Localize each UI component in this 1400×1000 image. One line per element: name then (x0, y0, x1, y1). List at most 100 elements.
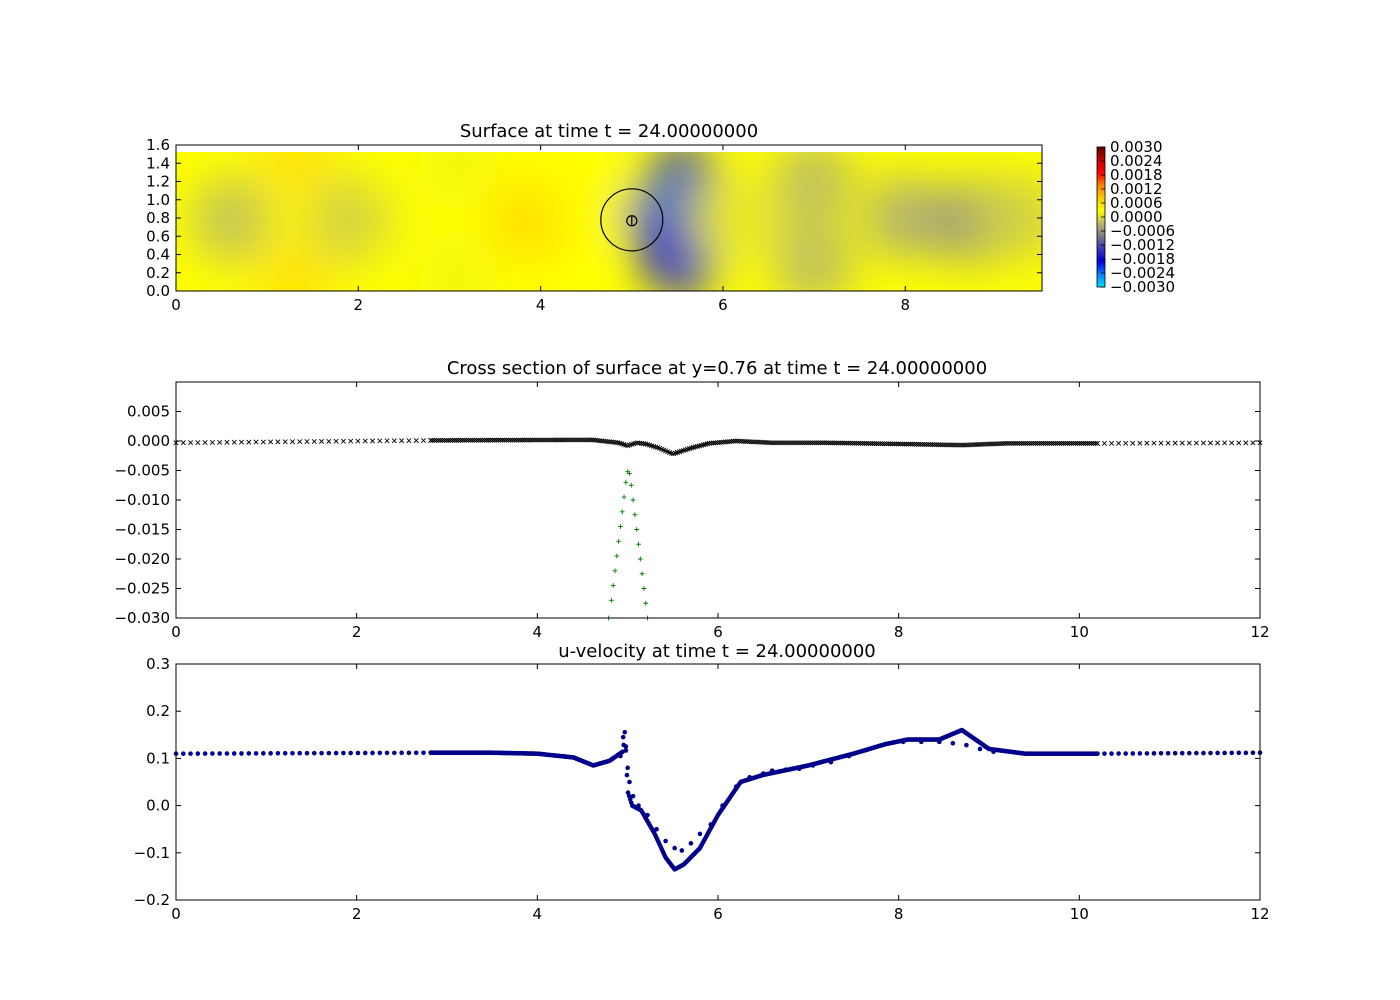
series-0-point (525, 437, 531, 443)
series-0-point (726, 439, 732, 445)
series-1-point (964, 742, 969, 748)
series-0-point (1047, 440, 1053, 446)
series-0-point (275, 439, 281, 445)
series-0-point (748, 439, 754, 445)
series-0-point (971, 442, 977, 448)
x-tick-label: 2 (352, 905, 362, 923)
series-0-point (1101, 440, 1107, 446)
series-0-point (571, 437, 577, 443)
series-0-point (489, 437, 495, 443)
series-0-point (1071, 440, 1077, 446)
series-0-point (1179, 750, 1185, 756)
y-tick-label: 0.3 (146, 655, 170, 673)
heatmap-field-blob (417, 152, 500, 207)
series-0-point (1094, 440, 1100, 446)
series-0-point (231, 751, 237, 756)
series-0-point (362, 438, 368, 444)
series-0-point (297, 439, 303, 445)
series-0-point (1029, 440, 1035, 446)
series-0-point (875, 441, 882, 447)
series-0-point (708, 440, 714, 446)
y-tick-label: 1.4 (146, 154, 170, 172)
surface-heatmap-field (176, 152, 1042, 291)
series-0-point (834, 440, 840, 446)
x-tick-label: 8 (894, 905, 904, 923)
series-0-point (1215, 750, 1220, 756)
x-tick-label: 8 (900, 296, 910, 314)
series-0-point (641, 441, 647, 447)
series-0-point (806, 440, 812, 446)
series-0-point (941, 442, 947, 448)
series-0-point (326, 750, 332, 756)
series-0-point (1109, 440, 1115, 446)
series-0-point (253, 439, 259, 445)
series-0-point (929, 442, 935, 448)
series-0-point (1229, 750, 1235, 756)
x-tick-label: 10 (1070, 623, 1089, 641)
series-0-point (959, 442, 965, 448)
series-0-point (585, 437, 591, 443)
series-0-point (384, 750, 390, 756)
series-0-point (511, 437, 517, 443)
series-0-point (491, 437, 497, 443)
probe-outline (626, 215, 638, 227)
series-0-point (877, 441, 884, 447)
series-0-point (275, 751, 281, 756)
series-0-point (561, 437, 567, 443)
series-0-point (635, 440, 641, 446)
series-0-point (947, 442, 953, 448)
series-0-point (333, 750, 339, 756)
series-0-point (519, 437, 525, 443)
series-0-point (732, 438, 738, 444)
series-0-point (1236, 440, 1242, 446)
series-0-point (1130, 751, 1136, 756)
series-0-point (513, 437, 519, 443)
series-0-point (903, 441, 909, 447)
series-0-point (1003, 440, 1009, 446)
series-0-point (1187, 750, 1192, 756)
series-0-point (1090, 440, 1096, 446)
series-0-point (746, 439, 752, 445)
series-0-point (752, 439, 758, 445)
series-0-point (462, 437, 468, 443)
series-1-point (882, 741, 888, 747)
series-0-point (1243, 440, 1249, 446)
series-1-point (810, 763, 816, 768)
series-0-point (814, 440, 820, 446)
y-tick-label: 0.000 (127, 432, 170, 450)
series-0-point (446, 437, 452, 443)
series-0-point (537, 437, 543, 443)
series-1-point (616, 538, 622, 544)
series-0-point (1123, 751, 1128, 756)
series-0-point (1137, 440, 1143, 446)
series-0-point (999, 441, 1005, 447)
series-0-point (993, 441, 999, 447)
colorbar-tick-label: 0.0012 (1110, 180, 1163, 198)
series-0-point (421, 750, 426, 756)
series-0-point (995, 441, 1001, 447)
series-0-point (637, 440, 643, 446)
series-0-point (949, 442, 955, 448)
series-0-point (836, 440, 842, 446)
series-0-point (195, 751, 201, 756)
series-0-point (714, 440, 720, 446)
series-1-point (637, 556, 643, 562)
series-0-point (1084, 440, 1090, 446)
series-0-point (515, 437, 521, 443)
series-0-point (899, 441, 905, 447)
y-tick-label: −0.2 (134, 891, 170, 909)
series-0-point (319, 438, 325, 444)
series-0-point (499, 437, 505, 443)
x-tick-label: 8 (894, 623, 904, 641)
series-0-point (377, 750, 383, 756)
series-0-point (547, 437, 553, 443)
series-0-point (1027, 440, 1033, 446)
series-0-point (792, 440, 798, 446)
series-0-point (925, 441, 931, 448)
y-tick-label: −0.005 (114, 462, 170, 480)
series-0-point (1059, 440, 1065, 446)
series-0-point (989, 441, 995, 447)
series-0-point (818, 440, 824, 446)
series-0-point (858, 440, 864, 446)
series-0-point (1019, 440, 1025, 446)
